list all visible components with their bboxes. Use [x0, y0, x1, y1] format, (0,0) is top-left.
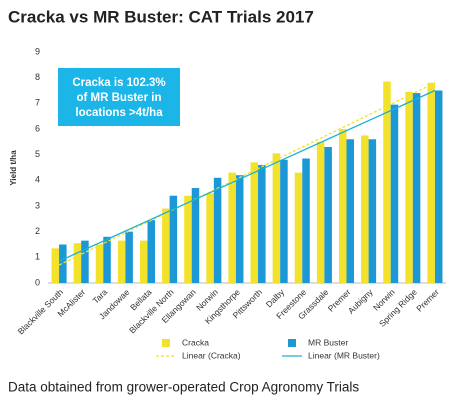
bar	[139, 240, 148, 283]
bar	[434, 90, 443, 283]
y-tick-label: 6	[35, 123, 40, 133]
bar	[302, 158, 310, 283]
chart-title: Cracka vs MR Buster: CAT Trials 2017	[8, 7, 314, 26]
y-tick-label: 2	[35, 226, 40, 236]
annotation-text: of MR Buster in	[77, 92, 162, 104]
x-tick-label: Aubigny	[346, 286, 375, 315]
annotation-box	[58, 68, 180, 126]
x-tick-label: Tara	[91, 287, 110, 306]
bar	[346, 139, 355, 283]
y-tick-label: 3	[35, 200, 40, 210]
y-tick-label: 8	[35, 72, 40, 82]
legend-label: Cracka	[182, 337, 209, 347]
bar	[235, 175, 244, 283]
bar	[390, 104, 399, 283]
bar	[324, 146, 332, 283]
bar	[280, 159, 288, 283]
y-tick-label: 9	[35, 46, 40, 56]
legend-swatch	[288, 339, 296, 347]
legend-label: MR Buster	[308, 337, 348, 347]
bar	[361, 135, 369, 283]
bar	[59, 244, 67, 283]
footnote: Data obtained from grower-operated Crop …	[8, 380, 359, 395]
bar	[405, 91, 413, 284]
bar	[368, 139, 377, 283]
bar	[250, 162, 259, 283]
y-tick-label: 4	[35, 175, 40, 185]
y-tick-label: 7	[35, 98, 40, 108]
bar	[338, 129, 347, 283]
bar	[51, 248, 60, 283]
bar	[95, 244, 104, 283]
y-tick-label: 0	[35, 277, 40, 287]
bar	[412, 93, 421, 283]
bar	[272, 153, 281, 283]
bar	[191, 188, 200, 283]
bar	[258, 164, 266, 283]
bar	[147, 220, 156, 283]
bar	[184, 195, 192, 283]
bar	[103, 236, 111, 283]
bar	[228, 172, 236, 283]
x-tick-label: Premer	[414, 287, 441, 314]
bar	[294, 172, 303, 283]
bar	[169, 195, 178, 283]
annotation-text: locations >4t/ha	[75, 107, 163, 119]
y-tick-label: 1	[35, 252, 40, 262]
bar	[125, 231, 133, 283]
bar	[206, 193, 214, 283]
annotation-text: Cracka is 102.3%	[72, 77, 165, 89]
legend-swatch	[162, 339, 170, 347]
bar	[316, 141, 325, 283]
trend-line	[58, 89, 436, 262]
bar	[162, 208, 170, 283]
bar	[383, 81, 391, 284]
bar	[117, 240, 126, 283]
bar	[81, 240, 89, 283]
y-tick-label: 5	[35, 149, 40, 159]
bar	[213, 177, 222, 283]
legend-label: Linear (Cracka)	[182, 350, 241, 360]
legend-label: Linear (MR Buster)	[308, 350, 380, 360]
bar	[427, 82, 435, 283]
y-axis-label: Yield t/ha	[9, 150, 18, 186]
bar	[73, 243, 82, 283]
